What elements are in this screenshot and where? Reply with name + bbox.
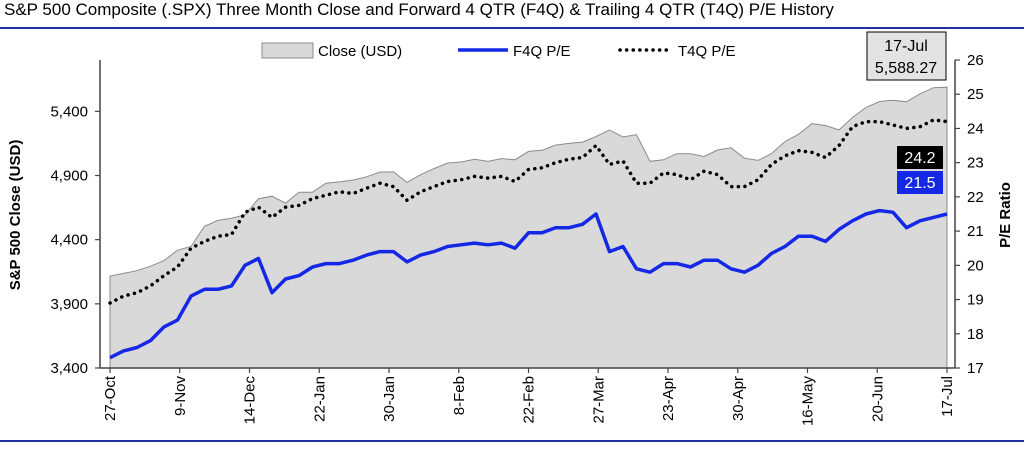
bottom-rule bbox=[0, 440, 1024, 442]
y-axis-title-left: S&P 500 Close (USD) bbox=[7, 140, 24, 291]
t4q-callout-bg bbox=[897, 146, 943, 169]
t4q-pe-line bbox=[108, 118, 949, 305]
legend-label-close: Close (USD) bbox=[318, 43, 402, 60]
legend-label-t4q: T4Q P/E bbox=[678, 43, 736, 60]
x-tick-label: 23-Apr bbox=[660, 376, 677, 421]
y-axis-title-right: P/E Ratio bbox=[997, 182, 1014, 248]
f4q-callout: 21.5 bbox=[897, 171, 943, 194]
x-tick-label: 30-Apr bbox=[730, 376, 747, 421]
y-tick-label-right: 25 bbox=[967, 86, 984, 103]
y-tick-label-right: 17 bbox=[967, 360, 984, 377]
t4q-callout-value: 24.2 bbox=[904, 150, 935, 167]
y-tick-label-left: 4,400 bbox=[50, 232, 88, 249]
latest-close-box-bg bbox=[866, 31, 947, 81]
chart-legend: Close (USD) F4Q P/E T4Q P/E bbox=[261, 42, 736, 60]
x-tick-label: 17-Jul bbox=[939, 376, 956, 417]
y-tick-label-right: 20 bbox=[967, 257, 984, 274]
t4q-callout: 24.2 bbox=[897, 146, 943, 169]
top-rule bbox=[0, 27, 1024, 29]
latest-close-box: 17-Jul 5,588.27 bbox=[866, 31, 947, 81]
x-tick-label: 9-Nov bbox=[172, 376, 189, 417]
y-tick-label-right: 23 bbox=[967, 155, 984, 172]
f4q-callout-bg bbox=[897, 171, 943, 194]
x-tick-label: 27-Oct bbox=[102, 375, 119, 421]
x-tick-label: 20-Jun bbox=[869, 376, 886, 422]
latest-date-label: 17-Jul bbox=[884, 38, 928, 55]
chart-title: S&P 500 Composite (.SPX) Three Month Clo… bbox=[4, 0, 834, 19]
y-tick-label-left: 3,400 bbox=[50, 360, 88, 377]
y-tick-label-left: 3,900 bbox=[50, 296, 88, 313]
pe-lines-layer bbox=[108, 118, 949, 360]
y-tick-label-right: 22 bbox=[967, 189, 984, 206]
y-tick-label-right: 24 bbox=[967, 120, 984, 137]
f4q-pe-line bbox=[109, 208, 948, 360]
tick-label-layer: 3,400 3,900 4,400 4,900 5,400 17 18 19 20 21 22 23 2… bbox=[50, 52, 983, 426]
x-tick-label: 8-Feb bbox=[451, 376, 468, 415]
x-tick-label: 22-Jan bbox=[311, 376, 328, 422]
y-tick-label-left: 4,900 bbox=[50, 168, 88, 185]
x-tick-label: 30-Jan bbox=[381, 376, 398, 422]
x-tick-label: 16-May bbox=[800, 376, 817, 427]
latest-close-value: 5,588.27 bbox=[875, 60, 937, 77]
f4q-callout-value: 21.5 bbox=[904, 175, 935, 192]
x-tick-label: 27-Mar bbox=[590, 376, 607, 424]
y-tick-label-right: 21 bbox=[967, 223, 984, 240]
y-tick-label-right: 18 bbox=[967, 326, 984, 343]
x-tick-label: 14-Dec bbox=[242, 376, 259, 425]
x-tick-label: 22-Feb bbox=[521, 376, 538, 424]
y-tick-label-right: 19 bbox=[967, 292, 984, 309]
y-tick-label-right: 26 bbox=[967, 52, 984, 69]
y-tick-label-left: 5,400 bbox=[50, 103, 88, 120]
legend-label-f4q: F4Q P/E bbox=[513, 43, 571, 60]
legend-swatch-close bbox=[261, 42, 314, 59]
